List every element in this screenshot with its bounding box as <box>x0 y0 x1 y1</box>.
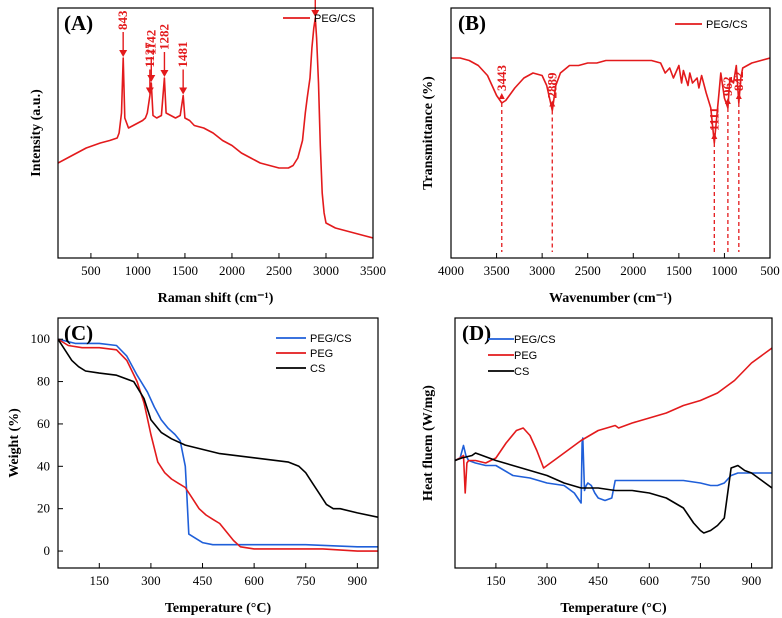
x-tick-label: 600 <box>244 573 264 588</box>
panel-label: (C) <box>64 321 93 345</box>
y-axis-label: Transmittance (%) <box>421 76 436 190</box>
annotation-arrowhead <box>498 93 505 99</box>
annotation-label: 1282 <box>156 24 171 50</box>
legend-label: CS <box>310 363 325 375</box>
plot-frame <box>57 7 374 259</box>
series-line-peg <box>455 347 772 494</box>
x-tick-label: 600 <box>640 573 660 588</box>
x-tick-label: 450 <box>193 573 213 588</box>
x-tick-label: 900 <box>348 573 368 588</box>
panel-c: 150 300 450 600 750 900 0 20 40 60 80 100 Temperatur… <box>7 317 379 616</box>
y-tick-label: 0 <box>44 543 51 558</box>
y-tick-label: 100 <box>31 331 51 346</box>
x-tick-label: 2500 <box>266 263 292 278</box>
series-line-peg-cs <box>58 17 373 239</box>
series-line-peg-cs <box>451 57 770 144</box>
annotation-label: 1142 <box>143 30 158 55</box>
x-tick-label: 3000 <box>529 263 555 278</box>
annotation-arrowhead <box>549 100 556 107</box>
annotation-label: 2889 <box>544 72 559 99</box>
y-tick-label: 40 <box>37 458 50 473</box>
y-tick-label: 80 <box>37 374 50 389</box>
x-tick-label: 1500 <box>666 263 692 278</box>
annotation-arrowhead <box>147 75 156 82</box>
plot-frame <box>450 7 771 259</box>
x-axis-label: Temperature (°C) <box>165 601 272 616</box>
series-line-peg-cs <box>455 437 772 504</box>
annotation-label: 843 <box>115 10 130 30</box>
legend-label: PEG <box>310 348 333 360</box>
x-tick-label: 3000 <box>313 263 339 278</box>
annotation-arrowhead <box>119 50 128 57</box>
x-tick-label: 900 <box>742 573 762 588</box>
series-line-peg <box>58 338 378 552</box>
annotation-arrowhead <box>311 10 320 17</box>
annotation-arrowhead <box>145 87 154 95</box>
x-tick-label: 1500 <box>172 263 198 278</box>
x-tick-label: 2000 <box>620 263 646 278</box>
y-tick-label: 60 <box>37 416 50 431</box>
annotation-label: 3443 <box>494 64 509 91</box>
x-tick-label: 300 <box>537 573 557 588</box>
x-tick-label: 750 <box>691 573 711 588</box>
x-tick-label: 150 <box>486 573 506 588</box>
x-tick-label: 750 <box>296 573 316 588</box>
series-line-peg-cs <box>58 338 378 548</box>
legend-label: PEG/CS <box>314 13 356 25</box>
panel-d: 150 300 450 600 750 900 Temperature (°C) Heat f… <box>421 317 773 616</box>
x-tick-label: 1000 <box>711 263 737 278</box>
x-axis-label: Wavenumber (cm⁻¹) <box>549 291 672 306</box>
annotation-arrowhead <box>179 87 188 95</box>
x-tick-label: 2000 <box>219 263 245 278</box>
plot-frame <box>454 317 773 569</box>
x-tick-label: 500 <box>760 263 780 278</box>
legend-label: PEG/CS <box>514 334 556 346</box>
legend-label: PEG/CS <box>706 19 748 31</box>
series-line-cs <box>58 338 378 518</box>
annotation-arrowhead <box>160 70 169 77</box>
x-tick-label: 150 <box>90 573 110 588</box>
y-axis-label: Intensity (a.u.) <box>29 89 44 177</box>
plot-frame <box>57 317 379 569</box>
x-tick-label: 450 <box>588 573 608 588</box>
y-tick-label: 20 <box>37 501 50 516</box>
y-axis-label: Heat fluem (W/mg) <box>421 385 436 501</box>
x-tick-label: 2500 <box>575 263 601 278</box>
x-tick-label: 500 <box>81 263 101 278</box>
panel-label: (D) <box>462 321 491 345</box>
annotation-label: 842 <box>731 72 746 92</box>
annotation-arrowhead <box>735 93 742 99</box>
annotation-arrowhead <box>711 133 718 139</box>
x-axis-label: Temperature (°C) <box>560 601 667 616</box>
panel-label: (A) <box>64 11 93 35</box>
legend-label: CS <box>514 366 529 378</box>
annotation-arrowhead <box>724 98 731 104</box>
x-tick-label: 3500 <box>360 263 386 278</box>
annotation-label: 1127 <box>142 42 157 68</box>
panel-label: (B) <box>458 11 486 35</box>
annotation-label: 1111 <box>706 107 721 131</box>
series-line-cs <box>455 452 772 534</box>
legend-label: PEG/CS <box>310 333 352 345</box>
annotation-label: 962 <box>720 77 735 97</box>
annotation-label: 1481 <box>175 42 190 68</box>
x-tick-label: 300 <box>141 573 161 588</box>
x-tick-label: 4000 <box>438 263 464 278</box>
x-tick-label: 3500 <box>484 263 510 278</box>
x-axis-label: Raman shift (cm⁻¹) <box>158 291 274 306</box>
legend-label: PEG <box>514 350 537 362</box>
x-tick-label: 1000 <box>125 263 151 278</box>
y-axis-label: Weight (%) <box>7 408 22 478</box>
panel-a: 8431127114212821481288650010001500200025… <box>29 0 386 306</box>
